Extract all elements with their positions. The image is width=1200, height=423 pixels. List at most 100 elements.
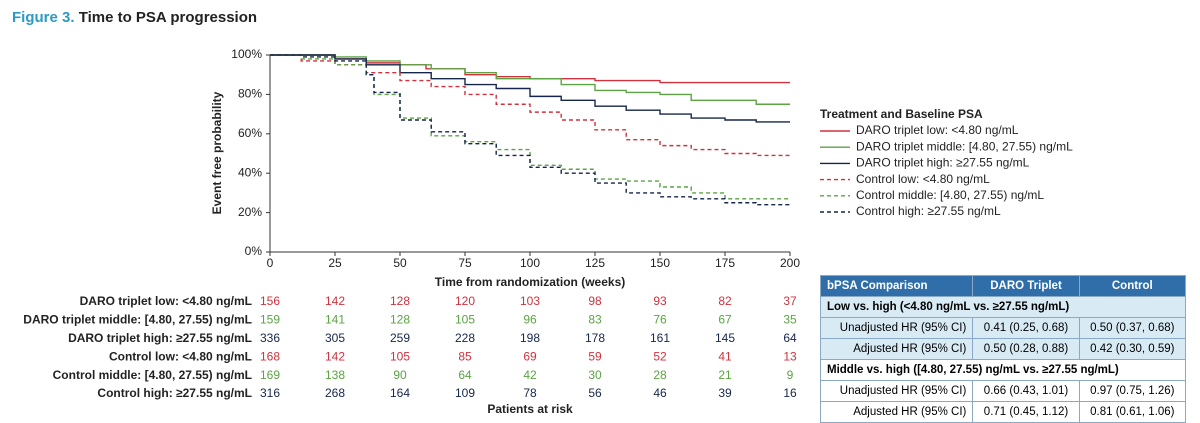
- hr-cell: 0.42 (0.30, 0.59): [1078, 338, 1187, 360]
- figure-label: Figure 3.: [12, 9, 75, 26]
- hr-row: Unadjusted HR (95% CI) 0.66 (0.43, 1.01) 0…: [819, 380, 1187, 402]
- risk-count: 16: [783, 386, 797, 400]
- risk-count: 42: [523, 368, 537, 382]
- risk-row-label: DARO triplet low: <4.80 ng/mL: [80, 294, 252, 308]
- legend-label: DARO triplet low: <4.80 ng/mL: [856, 123, 1019, 137]
- risk-count: 228: [455, 331, 475, 345]
- hr-cell: 0.50 (0.28, 0.88): [972, 338, 1080, 360]
- risk-row-label: DARO triplet middle: [4.80, 27.55) ng/mL: [23, 313, 252, 327]
- y-axis-label: Event free probability: [210, 91, 224, 214]
- risk-count: 156: [260, 294, 280, 308]
- y-tick-label: 100%: [231, 47, 262, 61]
- risk-count: 128: [390, 313, 410, 327]
- hr-header-row: bPSA Comparison DARO Triplet Control: [819, 275, 1187, 297]
- risk-count: 85: [458, 349, 472, 363]
- risk-count: 76: [653, 313, 667, 327]
- y-tick-label: 80%: [238, 87, 262, 101]
- hr-row: Unadjusted HR (95% CI) 0.41 (0.25, 0.68) 0…: [819, 317, 1187, 339]
- risk-count: 39: [718, 386, 732, 400]
- hr-cell: 0.41 (0.25, 0.68): [972, 317, 1080, 339]
- risk-count: 161: [650, 331, 670, 345]
- hr-header-cell: Control: [1078, 275, 1187, 297]
- hr-group: Middle vs. high ([4.80, 27.55) ng/mL vs.…: [819, 359, 1187, 423]
- risk-count: 138: [325, 368, 345, 382]
- risk-count: 105: [390, 349, 410, 363]
- risk-count: 90: [393, 368, 407, 382]
- risk-count: 120: [455, 294, 475, 308]
- legend-title: Treatment and Baseline PSA: [820, 107, 983, 121]
- figure-title: Time to PSA progression: [79, 9, 257, 26]
- risk-count: 164: [390, 386, 410, 400]
- risk-count: 30: [588, 368, 602, 382]
- risk-count: 159: [260, 313, 280, 327]
- risk-count: 83: [588, 313, 602, 327]
- risk-count: 96: [523, 313, 537, 327]
- risk-row-label: DARO triplet high: ≥27.55 ng/mL: [68, 331, 252, 345]
- hr-cell: Unadjusted HR (95% CI): [819, 380, 974, 402]
- km-curve: [270, 54, 791, 207]
- hr-cell: 0.81 (0.61, 1.06): [1078, 401, 1187, 423]
- hr-group-title: Middle vs. high ([4.80, 27.55) ng/mL vs.…: [820, 359, 1186, 381]
- x-tick-label: 100: [520, 256, 540, 270]
- risk-count: 169: [260, 368, 280, 382]
- risk-count: 78: [523, 386, 537, 400]
- risk-count: 59: [588, 349, 602, 363]
- risk-count: 178: [585, 331, 605, 345]
- risk-count: 198: [520, 331, 540, 345]
- risk-count: 41: [718, 349, 732, 363]
- hr-head: bPSA Comparison DARO Triplet Control: [819, 275, 1187, 297]
- km-curve: [270, 54, 790, 157]
- x-tick-label: 50: [393, 256, 407, 270]
- risk-count: 93: [653, 294, 667, 308]
- risk-count: 128: [390, 294, 410, 308]
- y-tick-label: 20%: [238, 205, 262, 219]
- risk-count: 109: [455, 386, 475, 400]
- risk-count: 37: [783, 294, 797, 308]
- risk-count: 9: [787, 368, 794, 382]
- risk-count: 268: [325, 386, 345, 400]
- hr-group-row: Middle vs. high ([4.80, 27.55) ng/mL vs.…: [820, 359, 1186, 381]
- risk-count: 259: [390, 331, 410, 345]
- legend-label: Control low: <4.80 ng/mL: [856, 172, 990, 186]
- x-tick-label: 150: [650, 256, 670, 270]
- legend-label: Control middle: [4.80, 27.55) ng/mL: [856, 188, 1044, 202]
- x-tick-label: 125: [585, 256, 605, 270]
- y-tick-label: 40%: [238, 165, 262, 179]
- hr-cell: Adjusted HR (95% CI): [819, 338, 974, 360]
- risk-count: 145: [715, 331, 735, 345]
- x-tick-label: 0: [267, 256, 274, 270]
- risk-count: 35: [783, 313, 797, 327]
- risk-count: 67: [718, 313, 732, 327]
- hr-group: Low vs. high (<4.80 ng/mL vs. ≥27.55 ng/…: [819, 296, 1187, 360]
- risk-count: 141: [325, 313, 345, 327]
- hr-cell: Unadjusted HR (95% CI): [819, 317, 974, 339]
- risk-count: 168: [260, 349, 280, 363]
- risk-count: 142: [325, 349, 345, 363]
- hr-row: Adjusted HR (95% CI) 0.71 (0.45, 1.12) 0.8…: [819, 401, 1187, 423]
- hr-cell: 0.97 (0.75, 1.26): [1078, 380, 1187, 402]
- legend-label: Control high: ≥27.55 ng/mL: [856, 204, 1001, 218]
- hr-cell: 0.50 (0.37, 0.68): [1078, 317, 1187, 339]
- risk-count: 56: [588, 386, 602, 400]
- risk-count: 69: [523, 349, 537, 363]
- y-tick-label: 0%: [245, 244, 263, 258]
- risk-count: 98: [588, 294, 602, 308]
- hr-header-cell: bPSA Comparison: [819, 275, 974, 297]
- risk-count: 21: [718, 368, 732, 382]
- legend-label: DARO triplet middle: [4.80, 27.55) ng/mL: [856, 139, 1073, 153]
- risk-count: 142: [325, 294, 345, 308]
- hr-cell: Adjusted HR (95% CI): [819, 401, 974, 423]
- hr-header-cell: DARO Triplet: [972, 275, 1080, 297]
- risk-count: 103: [520, 294, 540, 308]
- figure-heading: Figure 3. Time to PSA progression: [12, 9, 257, 26]
- km-curve: [270, 54, 790, 200]
- hr-cell: 0.71 (0.45, 1.12): [972, 401, 1080, 423]
- x-tick-label: 25: [328, 256, 342, 270]
- hr-group-title: Low vs. high (<4.80 ng/mL vs. ≥27.55 ng/…: [820, 296, 1186, 318]
- risk-table-title: Patients at risk: [487, 402, 573, 416]
- risk-count: 105: [455, 313, 475, 327]
- risk-count: 52: [653, 349, 667, 363]
- risk-row-label: Control low: <4.80 ng/mL: [109, 349, 252, 363]
